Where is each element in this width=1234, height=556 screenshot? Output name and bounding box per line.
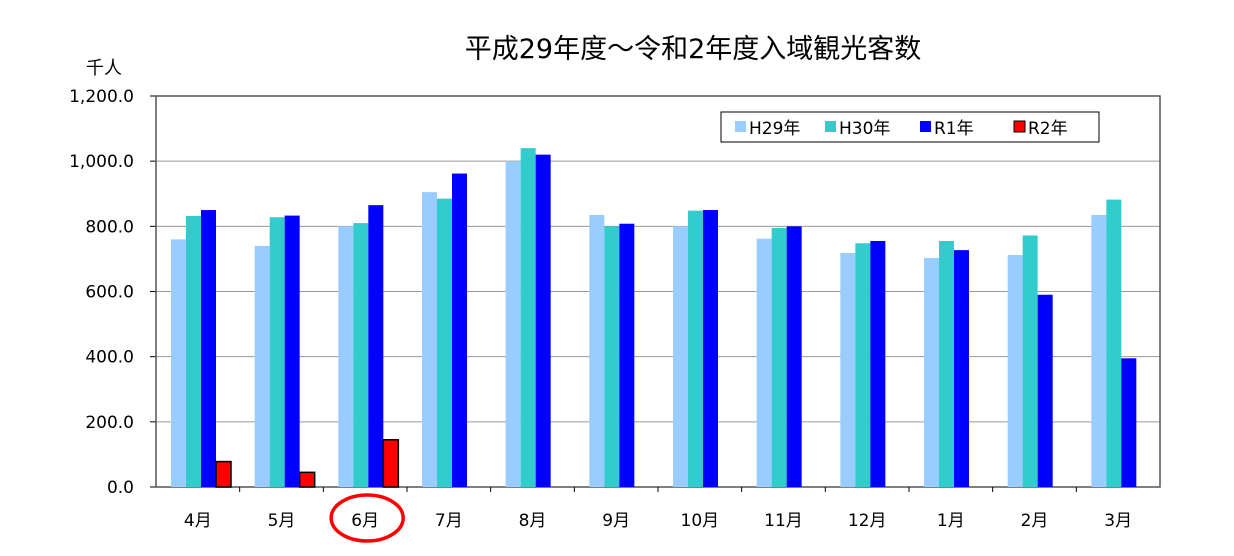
bar-R1年-7月 [452, 173, 467, 487]
y-tick-label: 0.0 [107, 478, 134, 498]
x-tick-label: 7月 [435, 511, 463, 531]
x-tick-label: 5月 [268, 511, 296, 531]
bar-H30年-12月 [855, 243, 871, 487]
bar-R1年-10月 [703, 210, 718, 487]
bar-H29年-11月 [756, 238, 772, 487]
bar-R1年-1月 [954, 250, 969, 487]
bar-H30年-5月 [269, 217, 285, 487]
bar-H29年-4月 [171, 239, 186, 487]
bar-H30年-4月 [186, 215, 201, 487]
bar-H29年-10月 [673, 226, 688, 488]
legend-label: R1年 [934, 119, 974, 139]
x-tick-label: 3月 [1104, 511, 1132, 531]
bar-H29年-7月 [422, 192, 437, 487]
legend-swatch [825, 121, 836, 132]
bar-R1年-3月 [1121, 358, 1137, 487]
bar-R1年-9月 [619, 223, 635, 487]
legend-label: H29年 [749, 119, 800, 139]
bar-H29年-2月 [1007, 255, 1023, 487]
bar-H30年-6月 [353, 223, 369, 487]
y-tick-label: 200.0 [85, 413, 134, 433]
bar-R1年-4月 [201, 210, 216, 487]
bar-H30年-11月 [771, 227, 787, 487]
chart-title: 平成29年度～令和2年度入域観光客数 [465, 34, 922, 65]
y-tick-label: 800.0 [85, 217, 134, 237]
legend-swatch [1013, 120, 1026, 133]
y-axis-unit-label: 千人 [86, 58, 122, 79]
bar-R1年-11月 [786, 226, 802, 488]
highlight-circle [329, 493, 405, 543]
bar-R1年-8月 [535, 154, 551, 487]
x-tick-label: 12月 [848, 511, 887, 531]
bar-H30年-1月 [939, 240, 954, 487]
legend-swatch [920, 121, 931, 132]
bar-R2年-4月 [215, 460, 232, 488]
x-tick-label: 6月 [351, 511, 379, 531]
bar-R1年-6月 [368, 205, 384, 487]
y-tick-label: 1,000.0 [69, 152, 134, 172]
bar-R1年-12月 [870, 240, 886, 487]
x-tick-label: 2月 [1021, 511, 1049, 531]
bar-H29年-8月 [505, 161, 521, 487]
y-tick-label: 400.0 [85, 348, 134, 368]
x-tick-label: 9月 [602, 511, 630, 531]
bar-H30年-9月 [604, 226, 620, 488]
legend-label: H30年 [839, 119, 890, 139]
bar-H29年-12月 [840, 253, 856, 487]
bar-R1年-2月 [1037, 294, 1053, 487]
bar-H30年-8月 [520, 148, 536, 487]
legend-box [720, 111, 1100, 143]
x-tick-label: 4月 [184, 511, 212, 531]
bar-H29年-6月 [338, 226, 354, 488]
y-tick-label: 1,200.0 [69, 87, 134, 107]
bar-H29年-9月 [589, 214, 605, 487]
bar-H30年-3月 [1106, 199, 1122, 488]
x-tick-label: 1月 [937, 511, 965, 531]
bar-H30年-2月 [1022, 235, 1038, 487]
bar-H30年-10月 [688, 210, 703, 487]
legend-label: R2年 [1028, 119, 1068, 139]
bar-R2年-6月 [382, 439, 400, 488]
x-tick-label: 10月 [681, 511, 720, 531]
x-tick-label: 11月 [764, 511, 803, 531]
bar-H29年-3月 [1091, 214, 1107, 487]
x-tick-label: 8月 [519, 511, 547, 531]
bar-R2年-5月 [298, 471, 316, 488]
legend-swatch [735, 121, 746, 132]
bar-R1年-5月 [284, 215, 300, 488]
y-tick-label: 600.0 [85, 283, 134, 303]
bar-H29年-5月 [254, 245, 270, 487]
bar-H30年-7月 [437, 198, 452, 487]
bar-H29年-1月 [924, 257, 939, 487]
